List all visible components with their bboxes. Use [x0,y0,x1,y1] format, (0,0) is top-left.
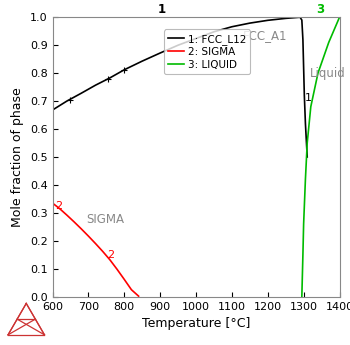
X-axis label: Temperature [°C]: Temperature [°C] [142,317,250,330]
Text: FCC_A1: FCC_A1 [243,29,287,42]
Text: 1: 1 [304,93,312,103]
Text: Liquid: Liquid [310,67,346,80]
Legend: 1: FCC_L12, 2: SIGMA, 3: LIQUID: 1: FCC_L12, 2: SIGMA, 3: LIQUID [164,29,250,74]
Text: 2: 2 [55,200,62,210]
Y-axis label: Mole fraction of phase: Mole fraction of phase [11,87,25,227]
Text: 3: 3 [316,3,324,16]
Text: 1: 1 [158,3,166,16]
Text: SIGMA: SIGMA [86,213,125,226]
Text: 2: 2 [107,250,114,260]
